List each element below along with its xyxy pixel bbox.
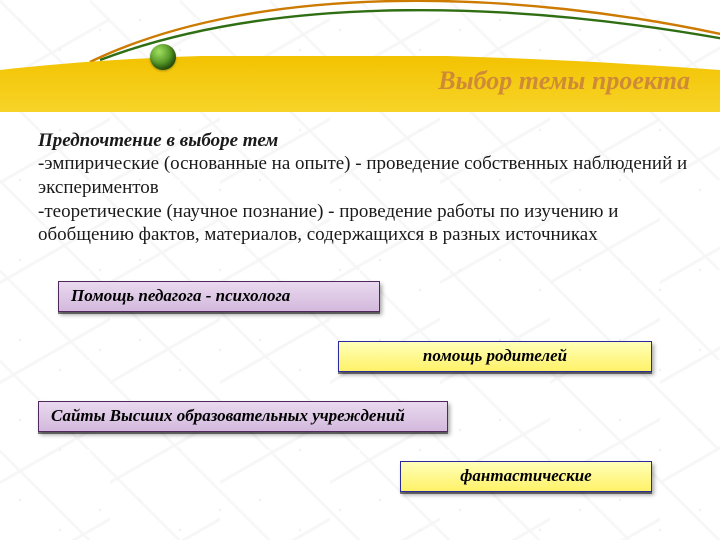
preferences-line: -теоретические (научное познание) - пров… bbox=[38, 200, 692, 248]
preferences-line: -эмпирические (основанные на опыте) - пр… bbox=[38, 152, 692, 200]
content-area: Предпочтение в выборе тем -эмпирические … bbox=[0, 120, 720, 521]
box-parents-help: помощь родителей bbox=[338, 341, 652, 372]
boxes-container: Помощь педагога - психолога помощь родит… bbox=[38, 281, 692, 521]
page-title: Выбор темы проекта bbox=[0, 66, 690, 96]
header: Выбор темы проекта bbox=[0, 0, 720, 120]
box-fantastic: фантастические bbox=[400, 461, 652, 492]
box-university-sites: Сайты Высших образовательных учреждений bbox=[38, 401, 448, 432]
box-pedagog-psycholog: Помощь педагога - психолога bbox=[58, 281, 380, 312]
preferences-heading: Предпочтение в выборе тем bbox=[38, 130, 692, 152]
preferences-body: -эмпирические (основанные на опыте) - пр… bbox=[38, 152, 692, 247]
